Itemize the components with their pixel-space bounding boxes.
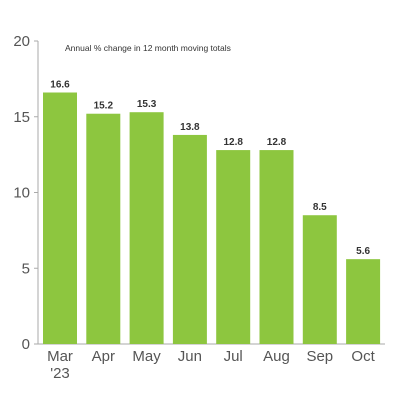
bar — [43, 92, 77, 344]
bar — [259, 150, 294, 344]
y-tick-label: 10 — [13, 185, 30, 202]
y-tick-label: 5 — [22, 260, 30, 277]
bar — [216, 150, 251, 344]
value-label: 16.6 — [50, 80, 70, 91]
value-label: 12.8 — [267, 137, 287, 148]
value-label: 15.3 — [137, 99, 157, 110]
bar — [302, 215, 337, 344]
chart-title: Annual % change in 12 month moving total… — [65, 43, 231, 53]
bar — [172, 134, 207, 344]
y-tick-label: 0 — [22, 336, 30, 353]
y-tick-label: 20 — [13, 33, 30, 50]
category-labels-group: Mar '23 Apr May Jun Jul Aug Sep Oct — [47, 348, 376, 382]
value-label: 12.8 — [223, 137, 243, 148]
x-tick-label: Jul — [224, 348, 243, 365]
value-label: 5.6 — [356, 246, 370, 257]
y-axis-ticks: 0 5 10 15 20 — [13, 33, 38, 353]
value-labels-group: 16.6 15.2 15.3 13.8 12.8 12.8 8.5 5.6 — [50, 80, 370, 258]
x-tick-label: Apr — [92, 348, 115, 365]
bar — [86, 113, 121, 344]
value-label: 13.8 — [180, 122, 200, 133]
value-label: 15.2 — [94, 101, 114, 112]
bar — [129, 112, 164, 344]
bar — [346, 259, 381, 344]
x-tick-label: Sep — [306, 348, 333, 365]
value-label: 8.5 — [313, 202, 327, 213]
x-tick-label: May — [132, 348, 161, 365]
x-tick-label: Mar '23 — [47, 348, 73, 382]
bars-group — [43, 92, 381, 344]
x-tick-label: Aug — [263, 348, 290, 365]
x-tick-label: Oct — [351, 348, 375, 365]
x-tick-label: Jun — [178, 348, 202, 365]
y-tick-label: 15 — [13, 109, 30, 126]
